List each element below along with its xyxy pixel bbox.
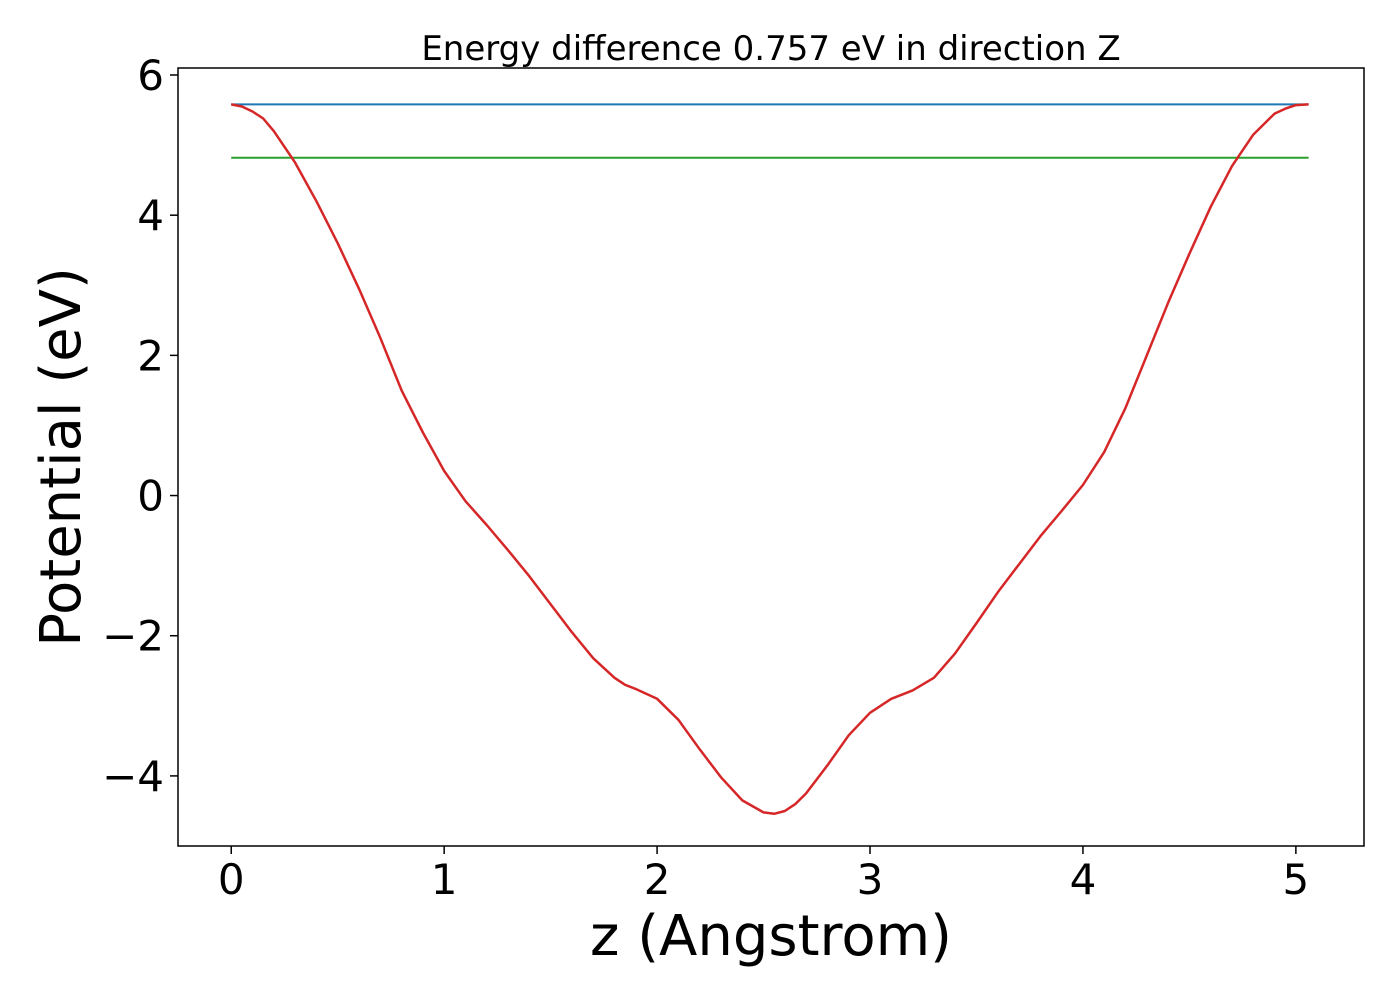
y-tick-label: 6 bbox=[137, 51, 164, 100]
x-tick-label: 3 bbox=[857, 855, 884, 904]
y-axis-label: Potential (eV) bbox=[29, 267, 94, 647]
y-tick-label: −4 bbox=[102, 752, 164, 801]
x-tick-label: 2 bbox=[644, 855, 671, 904]
y-axis-ticks: −4 −2 0 2 4 6 bbox=[102, 51, 178, 801]
plot-frame bbox=[177, 67, 1365, 847]
x-tick-label: 1 bbox=[431, 855, 458, 904]
x-tick-label: 0 bbox=[218, 855, 245, 904]
chart-title: Energy difference 0.757 eV in direction … bbox=[421, 29, 1120, 69]
x-tick-label: 5 bbox=[1282, 855, 1309, 904]
x-tick-label: 4 bbox=[1070, 855, 1097, 904]
series-line-0 bbox=[230, 103, 1309, 816]
y-tick-label: 0 bbox=[137, 472, 164, 521]
y-tick-label: 4 bbox=[137, 191, 164, 240]
y-tick-label: 2 bbox=[137, 331, 164, 380]
plot-area bbox=[230, 103, 1309, 816]
y-tick-label: −2 bbox=[102, 612, 164, 661]
x-axis-ticks: 0 1 2 3 4 5 bbox=[218, 846, 1309, 904]
x-axis-label: z (Angstrom) bbox=[590, 904, 952, 969]
